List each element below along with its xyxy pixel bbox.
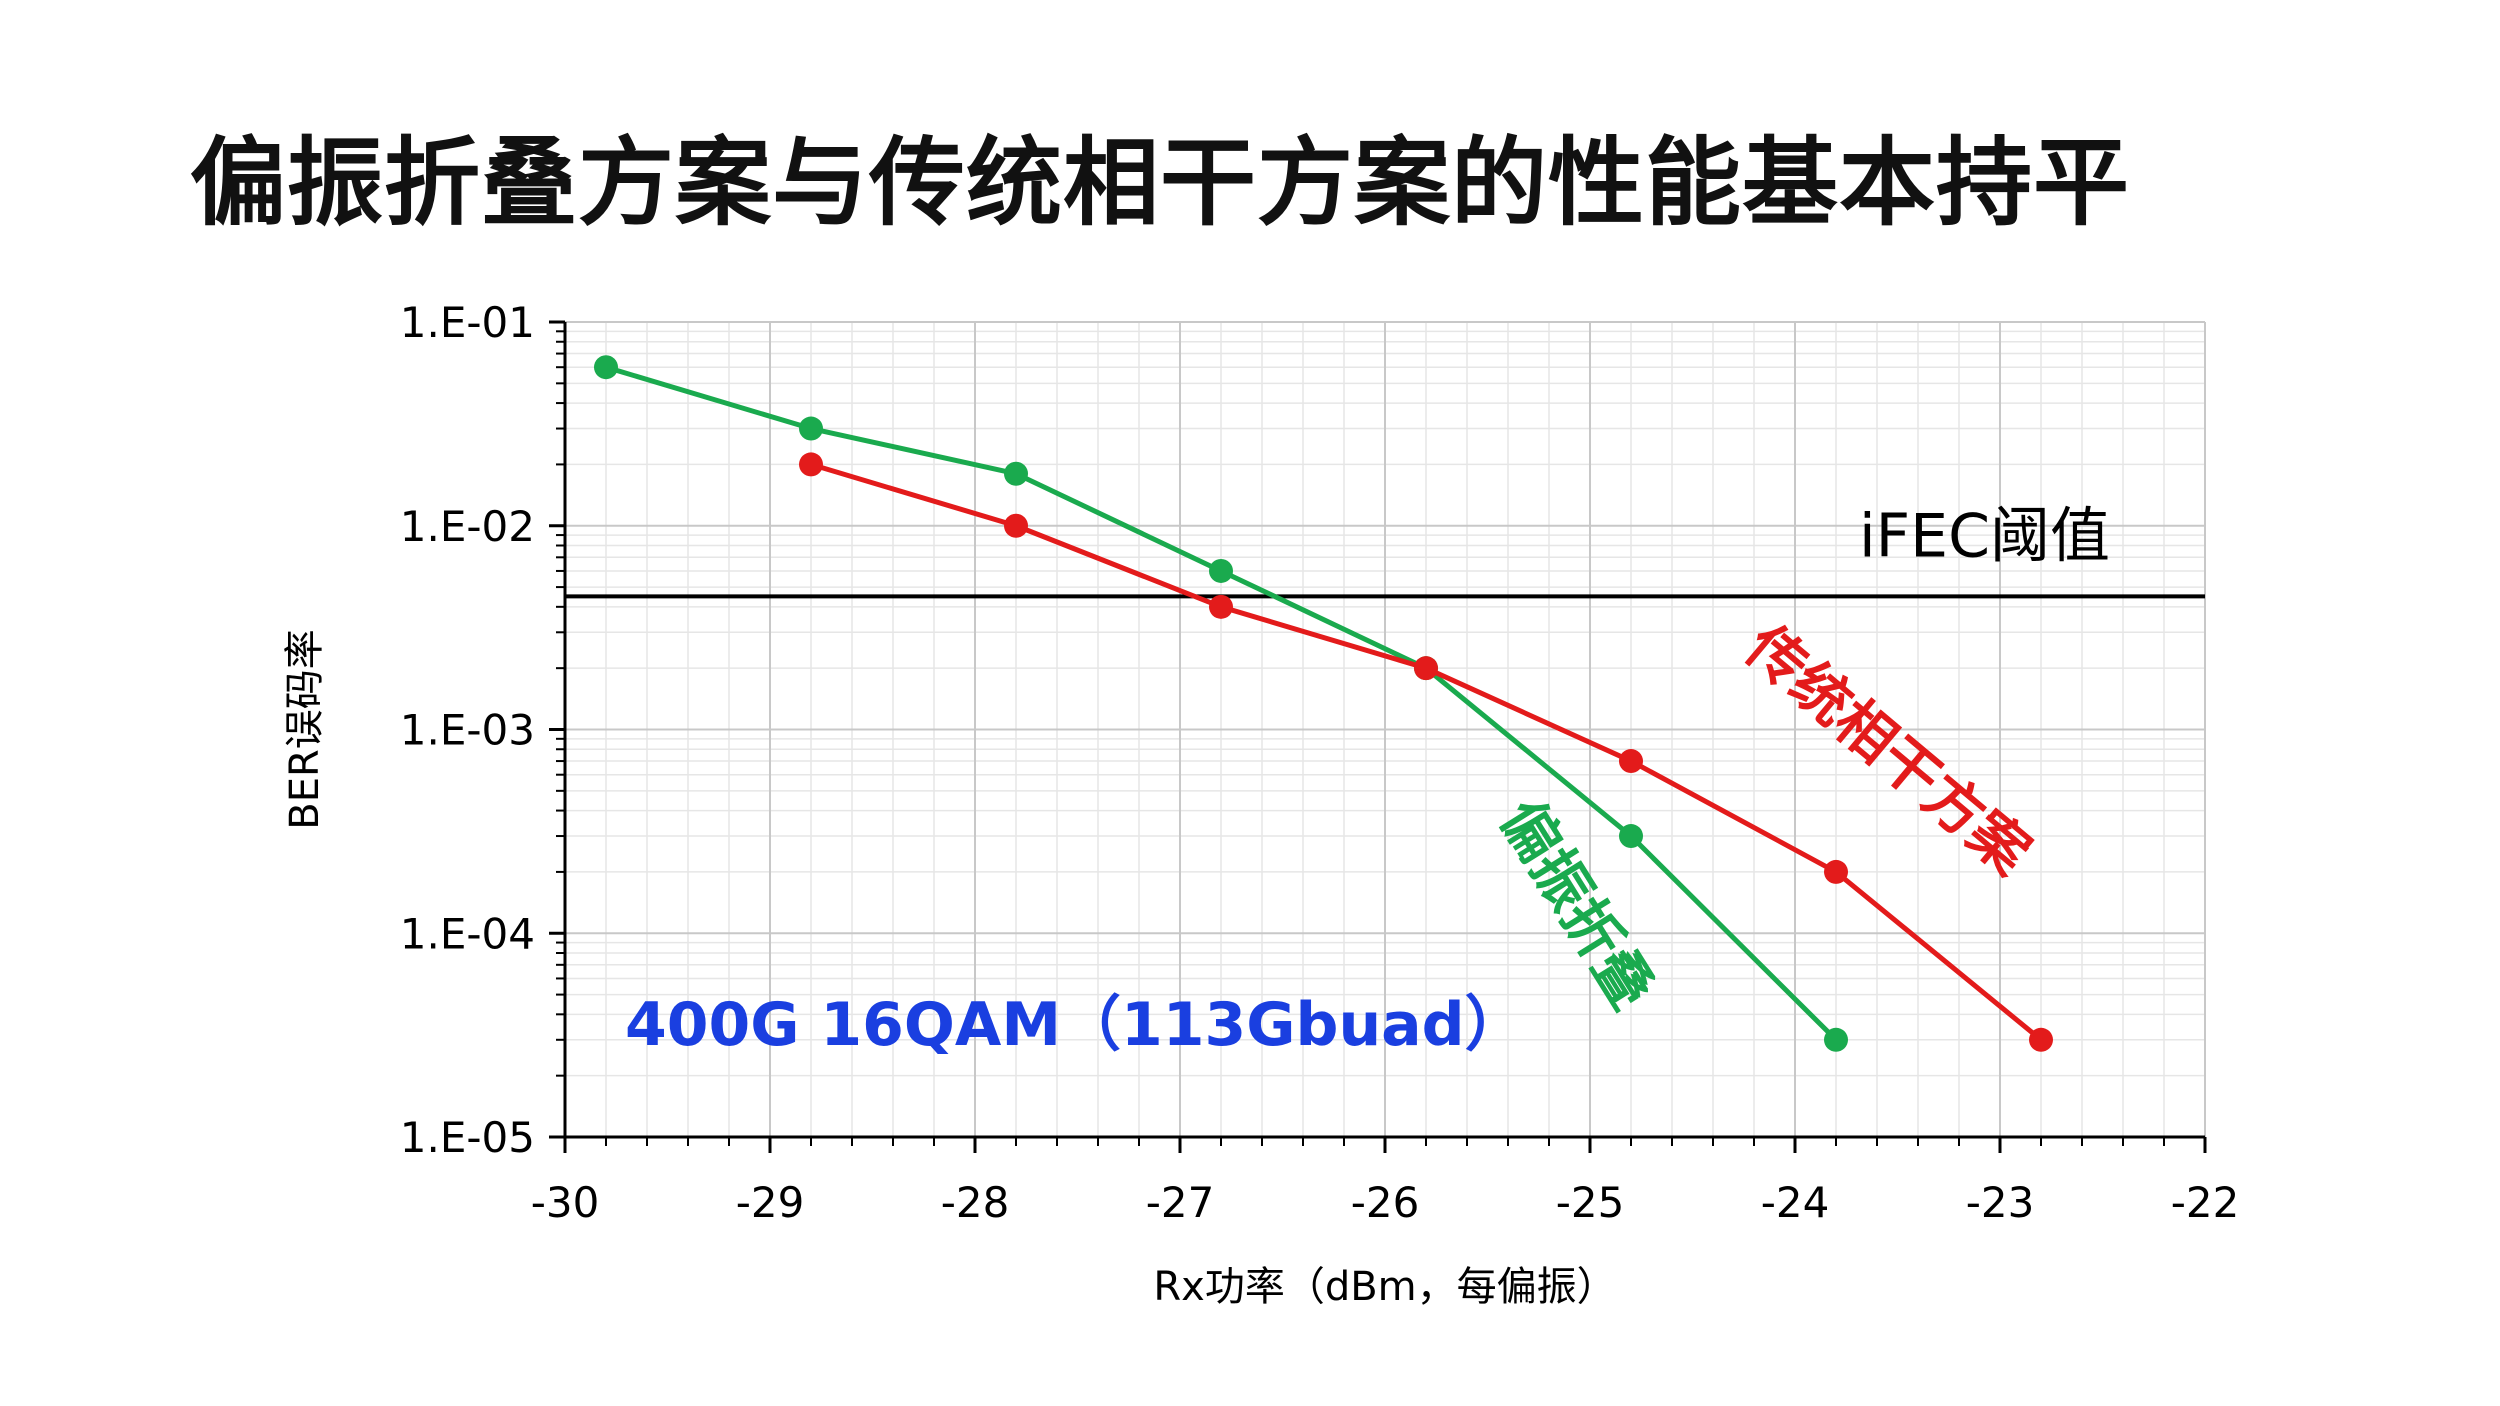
ifec-threshold-label: iFEC阈值 — [1859, 501, 2110, 571]
data-point — [799, 452, 823, 477]
x-tick-label: -29 — [736, 1178, 805, 1227]
data-point — [2029, 1027, 2053, 1052]
y-tick-label: 1.E-02 — [400, 502, 535, 551]
data-point — [1004, 461, 1028, 486]
data-point — [594, 355, 618, 380]
x-tick-label: -24 — [1761, 1178, 1830, 1227]
data-point — [1004, 513, 1028, 538]
page-title: 偏振折叠方案与传统相干方案的性能基本持平 — [190, 127, 2130, 239]
ticks: -30 -29 -28 -27 -26 -25 -24 -23 -22 1.E-01 1.E-02 1… — [400, 298, 2240, 1227]
x-axis-title: Rx功率（dBm，每偏振） — [1153, 1264, 1616, 1310]
data-point — [1619, 824, 1643, 849]
y-tick-label: 1.E-04 — [400, 909, 535, 958]
x-tick-label: -30 — [531, 1178, 600, 1227]
data-point — [1619, 749, 1643, 774]
data-point — [1824, 859, 1848, 884]
x-tick-label: -23 — [1966, 1178, 2035, 1227]
threshold-layer: iFEC阈值 — [565, 501, 2205, 599]
data-point — [1414, 656, 1438, 681]
x-tick-label: -26 — [1351, 1178, 1420, 1227]
x-tick-label: -27 — [1146, 1178, 1215, 1227]
y-tick-label: 1.E-03 — [400, 706, 535, 755]
y-axis-title: BER误码率 — [282, 629, 328, 830]
x-tick-label: -28 — [941, 1178, 1010, 1227]
modulation-info-label: 400G 16QAM（113Gbuad） — [625, 990, 1525, 1060]
data-point — [1209, 594, 1233, 619]
data-point — [1824, 1027, 1848, 1052]
x-tick-label: -25 — [1556, 1178, 1625, 1227]
y-tick-label: 1.E-01 — [400, 298, 535, 347]
data-point — [1209, 558, 1233, 583]
data-point — [799, 416, 823, 441]
series-layer — [594, 355, 2053, 1052]
y-tick-label: 1.E-05 — [400, 1113, 535, 1162]
x-tick-label: -22 — [2171, 1178, 2240, 1227]
